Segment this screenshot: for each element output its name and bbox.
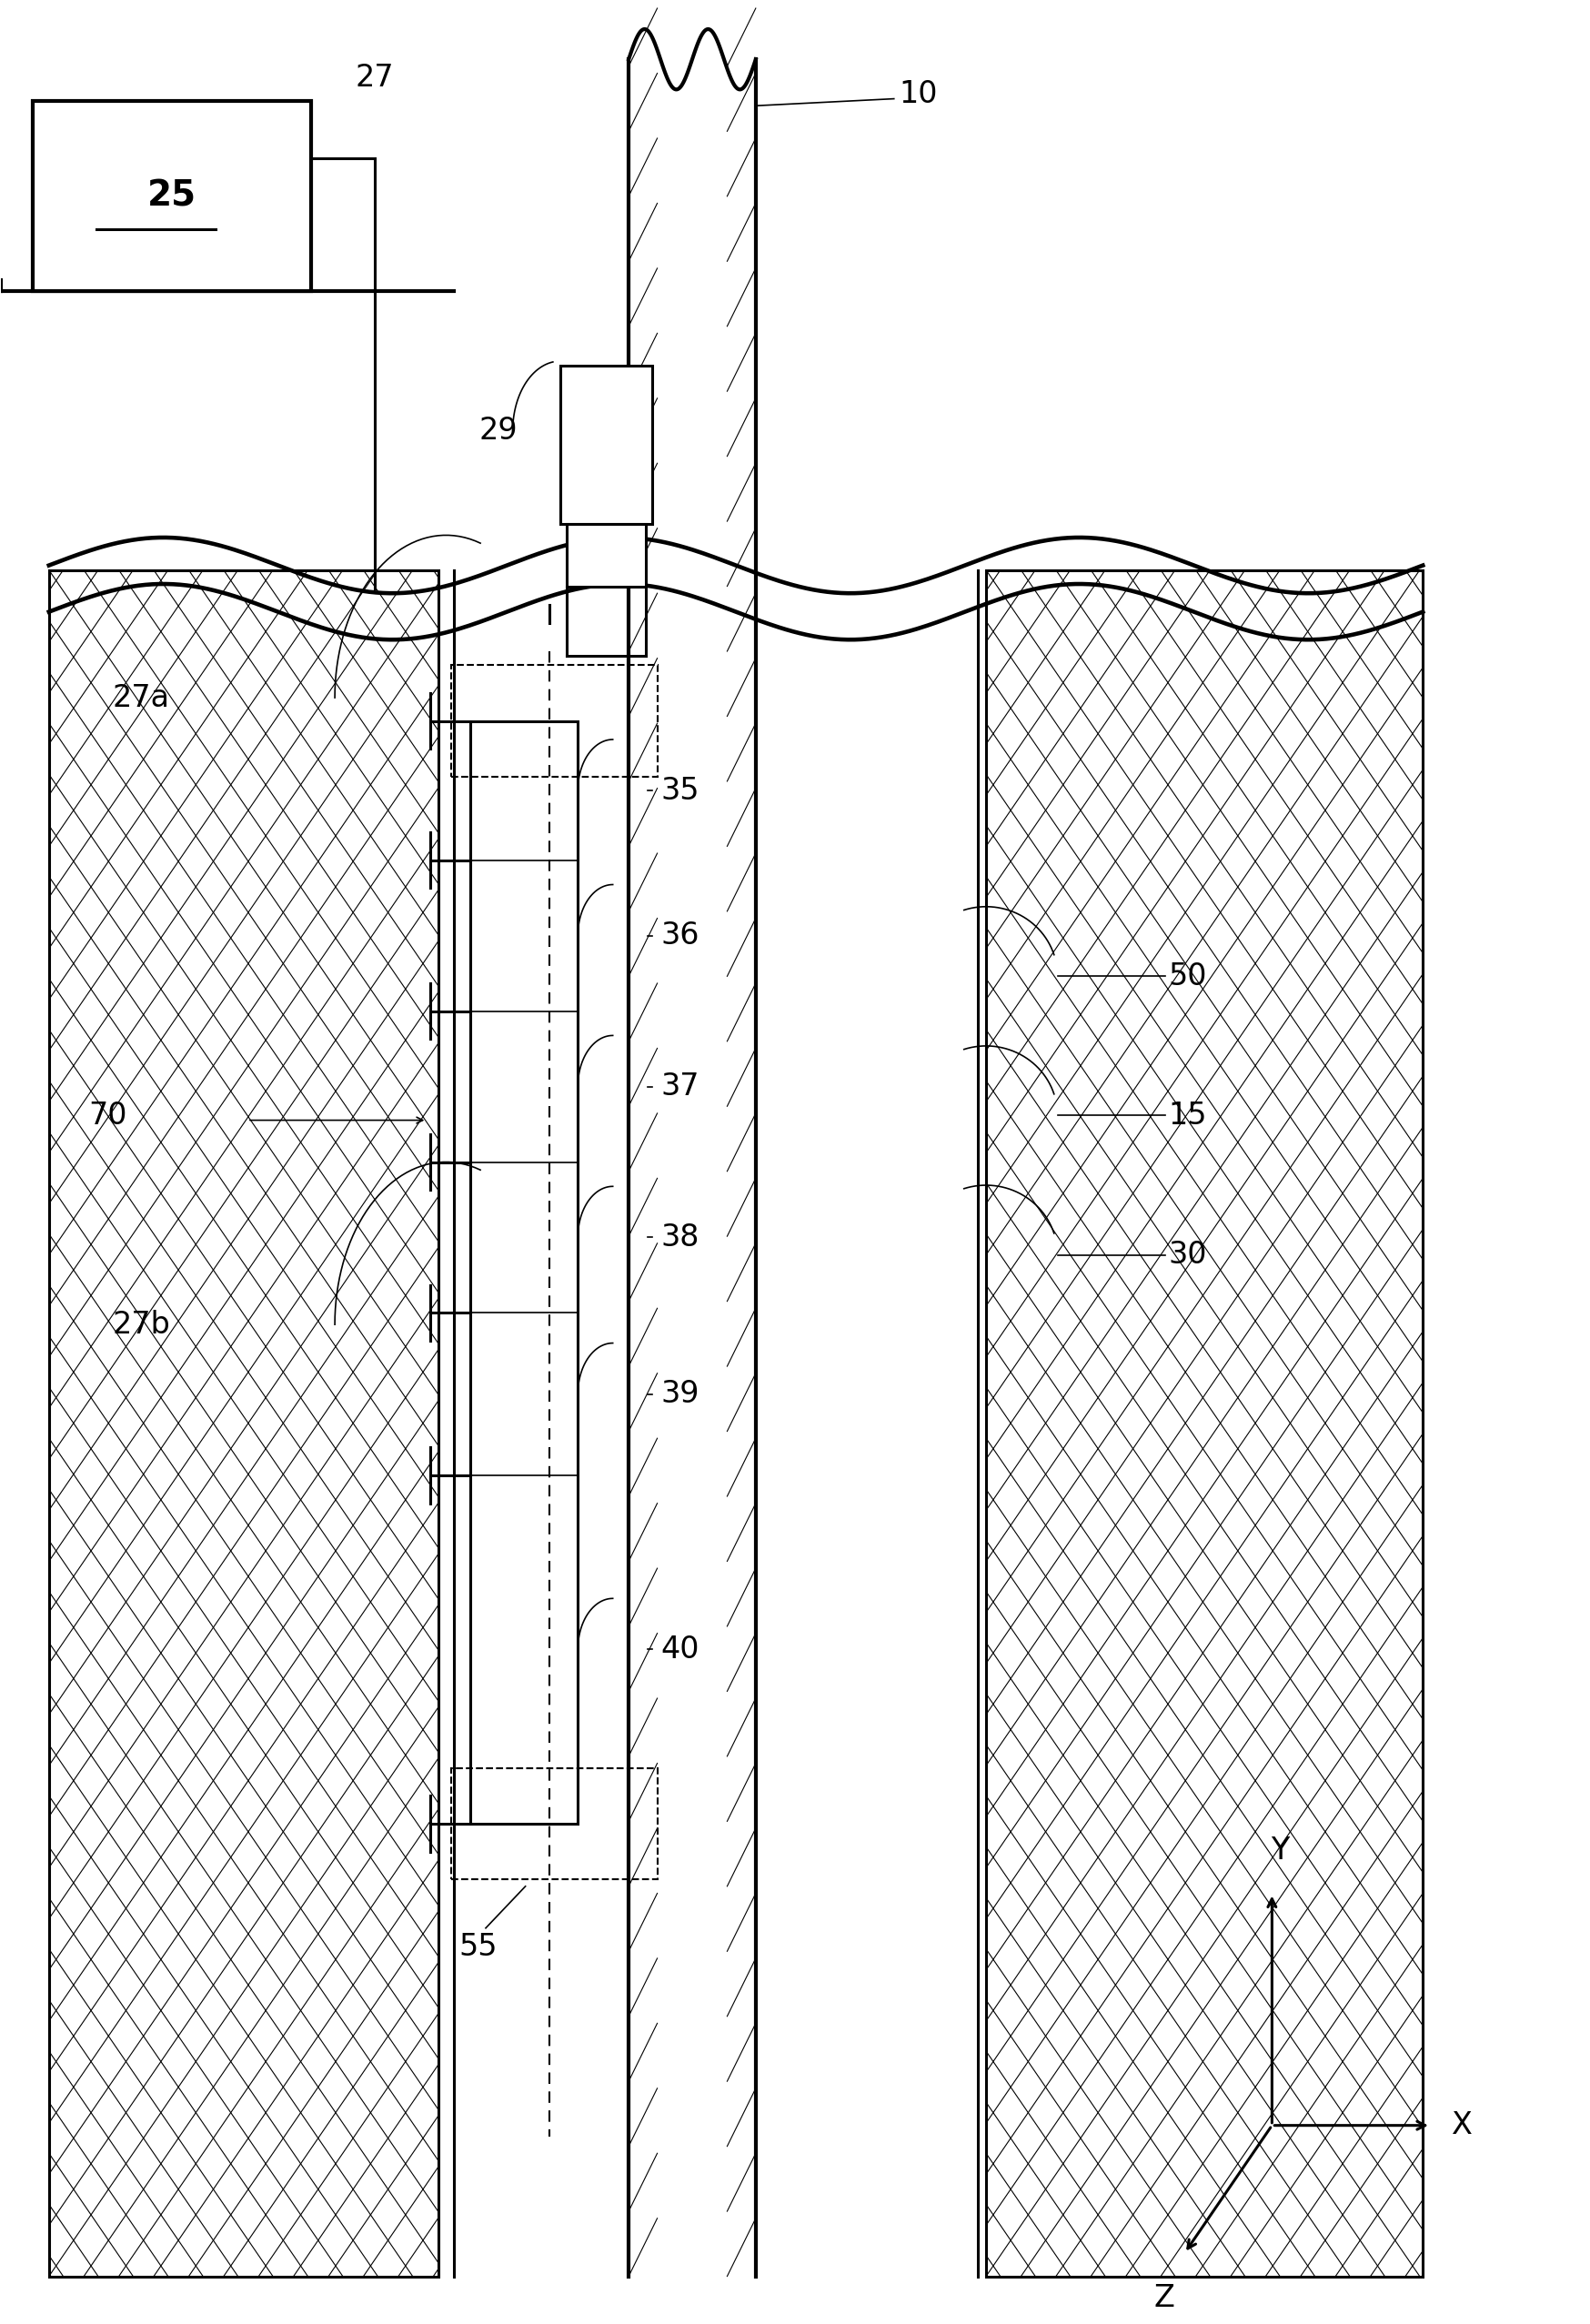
Text: 10: 10 — [898, 79, 937, 109]
Text: 38: 38 — [660, 1222, 698, 1253]
Bar — [560, 365, 652, 523]
Text: Z: Z — [1153, 2282, 1173, 2312]
Text: 30: 30 — [1169, 1239, 1207, 1269]
Text: 27: 27 — [355, 63, 394, 93]
Bar — [450, 665, 657, 776]
Text: X: X — [1450, 2110, 1471, 2140]
Bar — [49, 569, 437, 2275]
Text: 35: 35 — [660, 776, 698, 806]
Text: 25: 25 — [148, 179, 197, 214]
Bar — [33, 100, 310, 290]
Text: 39: 39 — [660, 1378, 698, 1408]
Text: 55: 55 — [458, 1931, 496, 1961]
Text: 40: 40 — [660, 1634, 698, 1664]
Text: 29: 29 — [479, 416, 517, 446]
Text: 27a: 27a — [113, 683, 170, 713]
Bar — [986, 569, 1421, 2275]
Text: 37: 37 — [660, 1071, 698, 1102]
Text: 36: 36 — [660, 920, 698, 951]
Text: 50: 50 — [1169, 962, 1207, 992]
Text: Y: Y — [1270, 1836, 1288, 1866]
Text: 70: 70 — [89, 1102, 127, 1129]
Bar — [450, 1769, 657, 1880]
Bar — [566, 523, 646, 586]
Text: 15: 15 — [1169, 1102, 1207, 1129]
Text: 27b: 27b — [113, 1308, 170, 1339]
Bar — [469, 720, 577, 1824]
